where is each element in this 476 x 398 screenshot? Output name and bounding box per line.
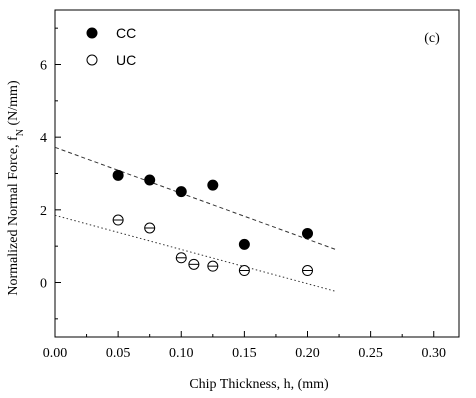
y-axis-title: Normalized Normal Force, fN (N/mm) bbox=[6, 80, 26, 296]
y-tick-label: 0 bbox=[40, 277, 47, 292]
fit-lines bbox=[54, 146, 337, 293]
x-tick-label: 0.05 bbox=[106, 346, 131, 361]
data-points bbox=[112, 169, 313, 277]
y-tick-label: 4 bbox=[40, 131, 47, 146]
x-axis-title: Chip Thickness, h, (mm) bbox=[189, 377, 329, 392]
panel-label: (c) bbox=[424, 31, 440, 46]
point-cc bbox=[302, 227, 313, 239]
legend-label-cc: CC bbox=[116, 25, 136, 41]
x-tick-label: 0.25 bbox=[358, 346, 383, 361]
legend-marker-uc bbox=[86, 54, 98, 66]
legend-label-uc: UC bbox=[116, 52, 136, 68]
fit-line-uc bbox=[54, 214, 337, 293]
plot-axes: 0.00 0.05 0.10 0.15 0.20 0.25 0.30 0 2 4 6 bbox=[40, 9, 460, 361]
point-cc bbox=[112, 169, 124, 181]
x-tick-label: 0.10 bbox=[169, 346, 194, 361]
legend: CC UC bbox=[86, 25, 136, 68]
x-tick-label: 0.15 bbox=[232, 346, 257, 361]
x-tick-label: 0.30 bbox=[422, 346, 447, 361]
point-cc bbox=[144, 174, 156, 186]
y-tick-label: 2 bbox=[40, 204, 47, 219]
point-cc bbox=[175, 186, 187, 198]
x-tick-label: 0.20 bbox=[295, 346, 320, 361]
fit-line-cc bbox=[54, 146, 337, 251]
x-tick-label: 0.00 bbox=[43, 346, 68, 361]
y-tick-label: 6 bbox=[40, 59, 47, 74]
point-cc bbox=[238, 238, 250, 250]
point-cc bbox=[207, 179, 219, 191]
legend-marker-cc bbox=[86, 27, 98, 39]
